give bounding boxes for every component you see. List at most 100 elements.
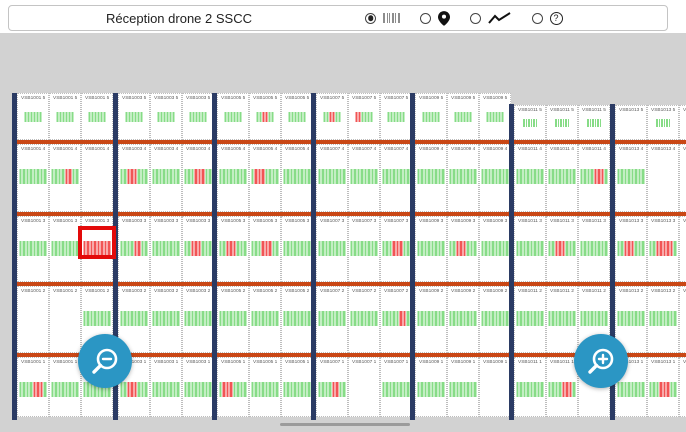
grid-cell[interactable]: VSB1005 40C (281, 144, 313, 212)
horizontal-scrollbar-thumb[interactable] (280, 423, 410, 426)
grid-cell[interactable]: VSB1009 20A (415, 286, 447, 353)
grid-cell[interactable]: VSB1013 30A (615, 216, 647, 282)
grid-cell[interactable]: VSB1005 10C (281, 357, 313, 417)
grid-cell[interactable]: VSB1001 50B (49, 93, 81, 140)
grid-cell[interactable]: VSB1009 20B (447, 286, 479, 353)
grid-cell[interactable]: VSB1003 10B (150, 357, 182, 417)
grid-cell[interactable]: VSB1009 40C (479, 144, 511, 212)
grid-cell[interactable]: VSB1005 50A (217, 93, 249, 140)
grid-cell[interactable]: VSB1005 20A (217, 286, 249, 353)
grid-cell[interactable]: VSB1003 20C (182, 286, 214, 353)
grid-cell[interactable]: VSB1013 30C (679, 216, 686, 282)
grid-cell[interactable]: VSB1011 20A (514, 286, 546, 353)
grid-cell[interactable]: VSB1009 50B (447, 93, 479, 140)
grid-cell[interactable]: VSB1005 10B (249, 357, 281, 417)
grid-cell[interactable]: VSB1001 40B (49, 144, 81, 212)
grid-cell[interactable]: VSB1005 30A (217, 216, 249, 282)
grid-cell[interactable]: VSB1001 20B (49, 286, 81, 353)
grid-cell[interactable]: VSB1001 10B (49, 357, 81, 417)
grid-cell[interactable]: VSB1007 30A (316, 216, 348, 282)
grid-cell[interactable]: VSB1013 20C (679, 286, 686, 353)
grid-cell[interactable]: VSB1005 10A (217, 357, 249, 417)
grid-cell[interactable]: VSB1005 40A (217, 144, 249, 212)
grid-cell[interactable]: VSB1007 10B (348, 357, 380, 417)
grid-cell[interactable]: VSB1009 20C (479, 286, 511, 353)
grid-cell[interactable]: VSB1005 50C (281, 93, 313, 140)
grid-cell[interactable]: VSB1007 10A (316, 357, 348, 417)
grid-cell[interactable]: VSB1013 50B (647, 105, 679, 140)
grid-cell[interactable]: VSB1011 20B (546, 286, 578, 353)
radio-button[interactable] (531, 12, 543, 24)
grid-cell[interactable]: VSB1011 10A (514, 357, 546, 417)
grid-cell[interactable]: VSB1009 30A (415, 216, 447, 282)
grid-cell[interactable]: VSB1005 20B (249, 286, 281, 353)
mode-option-barcode[interactable] (365, 12, 400, 24)
radio-button[interactable] (419, 12, 431, 24)
grid-cell[interactable]: VSB1009 10B (447, 357, 479, 417)
grid-cell[interactable]: VSB1009 40A (415, 144, 447, 212)
grid-cell[interactable]: VSB1013 40A (615, 144, 647, 212)
grid-cell[interactable]: VSB1011 40C (578, 144, 610, 212)
grid-cell[interactable]: VSB1001 20A (17, 286, 49, 353)
grid-cell[interactable]: VSB1001 30A (17, 216, 49, 282)
grid-cell[interactable]: VSB1001 30C (78, 216, 116, 282)
grid-cell[interactable]: VSB1011 50B (546, 105, 578, 140)
zoom-in-button[interactable] (574, 334, 628, 388)
grid-cell[interactable]: VSB1007 40B (348, 144, 380, 212)
grid-cell[interactable]: VSB1011 10B (546, 357, 578, 417)
grid-cell[interactable]: VSB1003 40A (118, 144, 150, 212)
zoom-out-button[interactable] (78, 334, 132, 388)
grid-cell[interactable]: VSB1009 50C (479, 93, 511, 140)
grid-cell[interactable]: VSB1013 50A (615, 105, 647, 140)
grid-cell[interactable]: VSB1007 50B (348, 93, 380, 140)
grid-cell[interactable]: VSB1003 30A (118, 216, 150, 282)
grid-cell[interactable]: VSB1009 30B (447, 216, 479, 282)
radio-button[interactable] (469, 12, 481, 24)
mode-option-trend[interactable] (469, 11, 512, 25)
grid-cell[interactable]: VSB1001 50C (81, 93, 113, 140)
grid-cell[interactable]: VSB1013 30B (647, 216, 679, 282)
grid-cell[interactable]: VSB1003 20A (118, 286, 150, 353)
grid-cell[interactable]: VSB1003 50B (150, 93, 182, 140)
grid-cell[interactable]: VSB1007 40C (380, 144, 412, 212)
grid-cell[interactable]: VSB1007 50C (380, 93, 412, 140)
grid-cell[interactable]: VSB1003 30C (182, 216, 214, 282)
grid-cell[interactable]: VSB1013 20B (647, 286, 679, 353)
grid-cell[interactable]: VSB1011 50A (514, 105, 546, 140)
grid-cell[interactable]: VSB1003 50C (182, 93, 214, 140)
grid-cell[interactable]: VSB1007 20A (316, 286, 348, 353)
grid-cell[interactable]: VSB1003 40C (182, 144, 214, 212)
grid-cell[interactable]: VSB1001 40C (81, 144, 113, 212)
grid-cell[interactable]: VSB1007 30C (380, 216, 412, 282)
grid-cell[interactable]: VSB1013 10B (647, 357, 679, 417)
grid-cell[interactable]: VSB1009 10A (415, 357, 447, 417)
grid-cell[interactable]: VSB1007 30B (348, 216, 380, 282)
grid-cell[interactable]: VSB1001 40A (17, 144, 49, 212)
grid-cell[interactable]: VSB1009 50A (415, 93, 447, 140)
grid-cell[interactable]: VSB1013 40C (679, 144, 686, 212)
radio-button[interactable] (365, 12, 376, 24)
grid-cell[interactable]: VSB1011 50C (578, 105, 610, 140)
grid-cell[interactable]: VSB1013 10C (679, 357, 686, 417)
grid-cell[interactable]: VSB1007 20B (348, 286, 380, 353)
grid-cell[interactable]: VSB1011 30C (578, 216, 610, 282)
mode-option-help[interactable]: ? (531, 11, 563, 25)
grid-cell[interactable]: VSB1003 20B (150, 286, 182, 353)
grid-cell[interactable]: VSB1005 30C (281, 216, 313, 282)
grid-cell[interactable]: VSB1009 40B (447, 144, 479, 212)
grid-cell[interactable]: VSB1009 10C (479, 357, 511, 417)
grid-cell[interactable]: VSB1007 50A (316, 93, 348, 140)
grid-cell[interactable]: VSB1007 20C (380, 286, 412, 353)
grid-cell[interactable]: VSB1003 10C (182, 357, 214, 417)
grid-cell[interactable]: VSB1009 30C (479, 216, 511, 282)
grid-cell[interactable]: VSB1013 50C (679, 105, 686, 140)
grid-cell[interactable]: VSB1003 50A (118, 93, 150, 140)
grid-cell[interactable]: VSB1005 20C (281, 286, 313, 353)
grid-cell[interactable]: VSB1003 40B (150, 144, 182, 212)
grid-cell[interactable]: VSB1005 30B (249, 216, 281, 282)
grid-cell[interactable]: VSB1011 30A (514, 216, 546, 282)
mode-option-location[interactable] (419, 10, 450, 26)
grid-cell[interactable]: VSB1007 40A (316, 144, 348, 212)
grid-cell[interactable]: VSB1001 50A (17, 93, 49, 140)
grid-cell[interactable]: VSB1005 40B (249, 144, 281, 212)
